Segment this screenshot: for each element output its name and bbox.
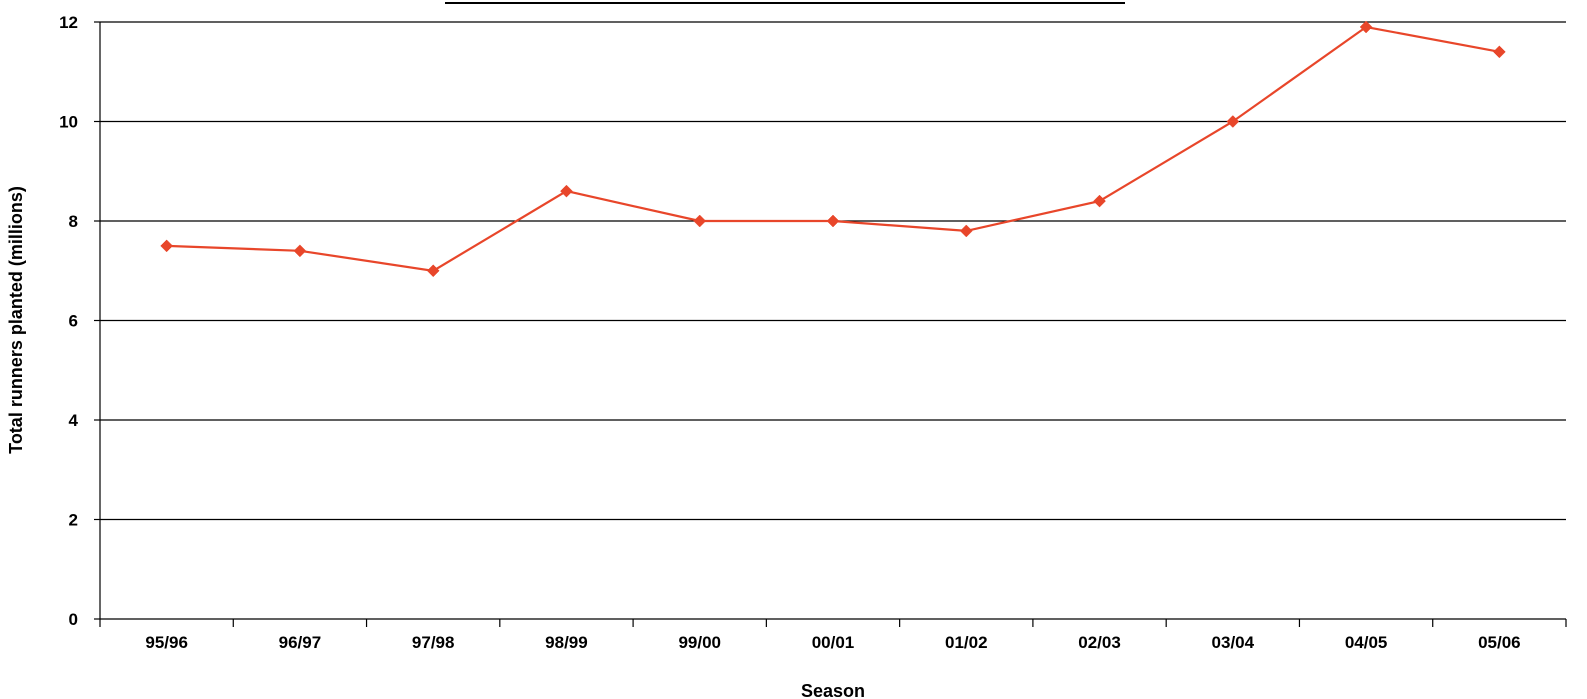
x-tick-label: 96/97 — [279, 633, 322, 652]
x-axis-title: Season — [801, 681, 865, 699]
x-tick-label: 99/00 — [678, 633, 721, 652]
data-point-marker — [1093, 194, 1106, 208]
data-point-marker — [560, 184, 573, 198]
x-tick-label: 03/04 — [1212, 633, 1255, 652]
data-point-marker — [826, 214, 840, 228]
x-tick-label: 05/06 — [1478, 633, 1521, 652]
data-point-marker — [426, 264, 440, 278]
y-tick-label: 6 — [69, 312, 78, 331]
data-point-marker — [160, 239, 173, 253]
y-tick-label: 2 — [69, 511, 78, 530]
series-group — [160, 20, 1506, 278]
y-tick-label: 8 — [69, 212, 78, 231]
x-tick-label: 00/01 — [812, 633, 855, 652]
x-tick-label: 01/02 — [945, 633, 988, 652]
y-tick-label: 4 — [69, 411, 79, 430]
x-tick-label: 02/03 — [1078, 633, 1121, 652]
y-axis-ticks: 0 2 4 6 8 10 12 — [59, 13, 100, 629]
x-tick-label: 97/98 — [412, 633, 455, 652]
data-point-marker — [959, 224, 973, 238]
y-tick-label: 0 — [69, 610, 78, 629]
y-tick-label: 12 — [59, 13, 78, 32]
data-point-marker — [1359, 20, 1373, 34]
data-point-marker — [1226, 115, 1240, 128]
x-tick-label: 04/05 — [1345, 633, 1388, 652]
y-tick-label: 10 — [59, 113, 78, 132]
data-point-marker — [1493, 45, 1506, 59]
data-point-marker — [293, 244, 307, 258]
x-axis-ticks: 95/96 96/97 97/98 98/99 99/00 00/01 01/02 02/03… — [99, 619, 1567, 652]
x-tick-label: 95/96 — [145, 633, 188, 652]
x-tick-label: 98/99 — [545, 633, 588, 652]
data-point-marker — [693, 214, 707, 228]
y-axis-title: Total runners planted (millions) — [6, 186, 26, 454]
